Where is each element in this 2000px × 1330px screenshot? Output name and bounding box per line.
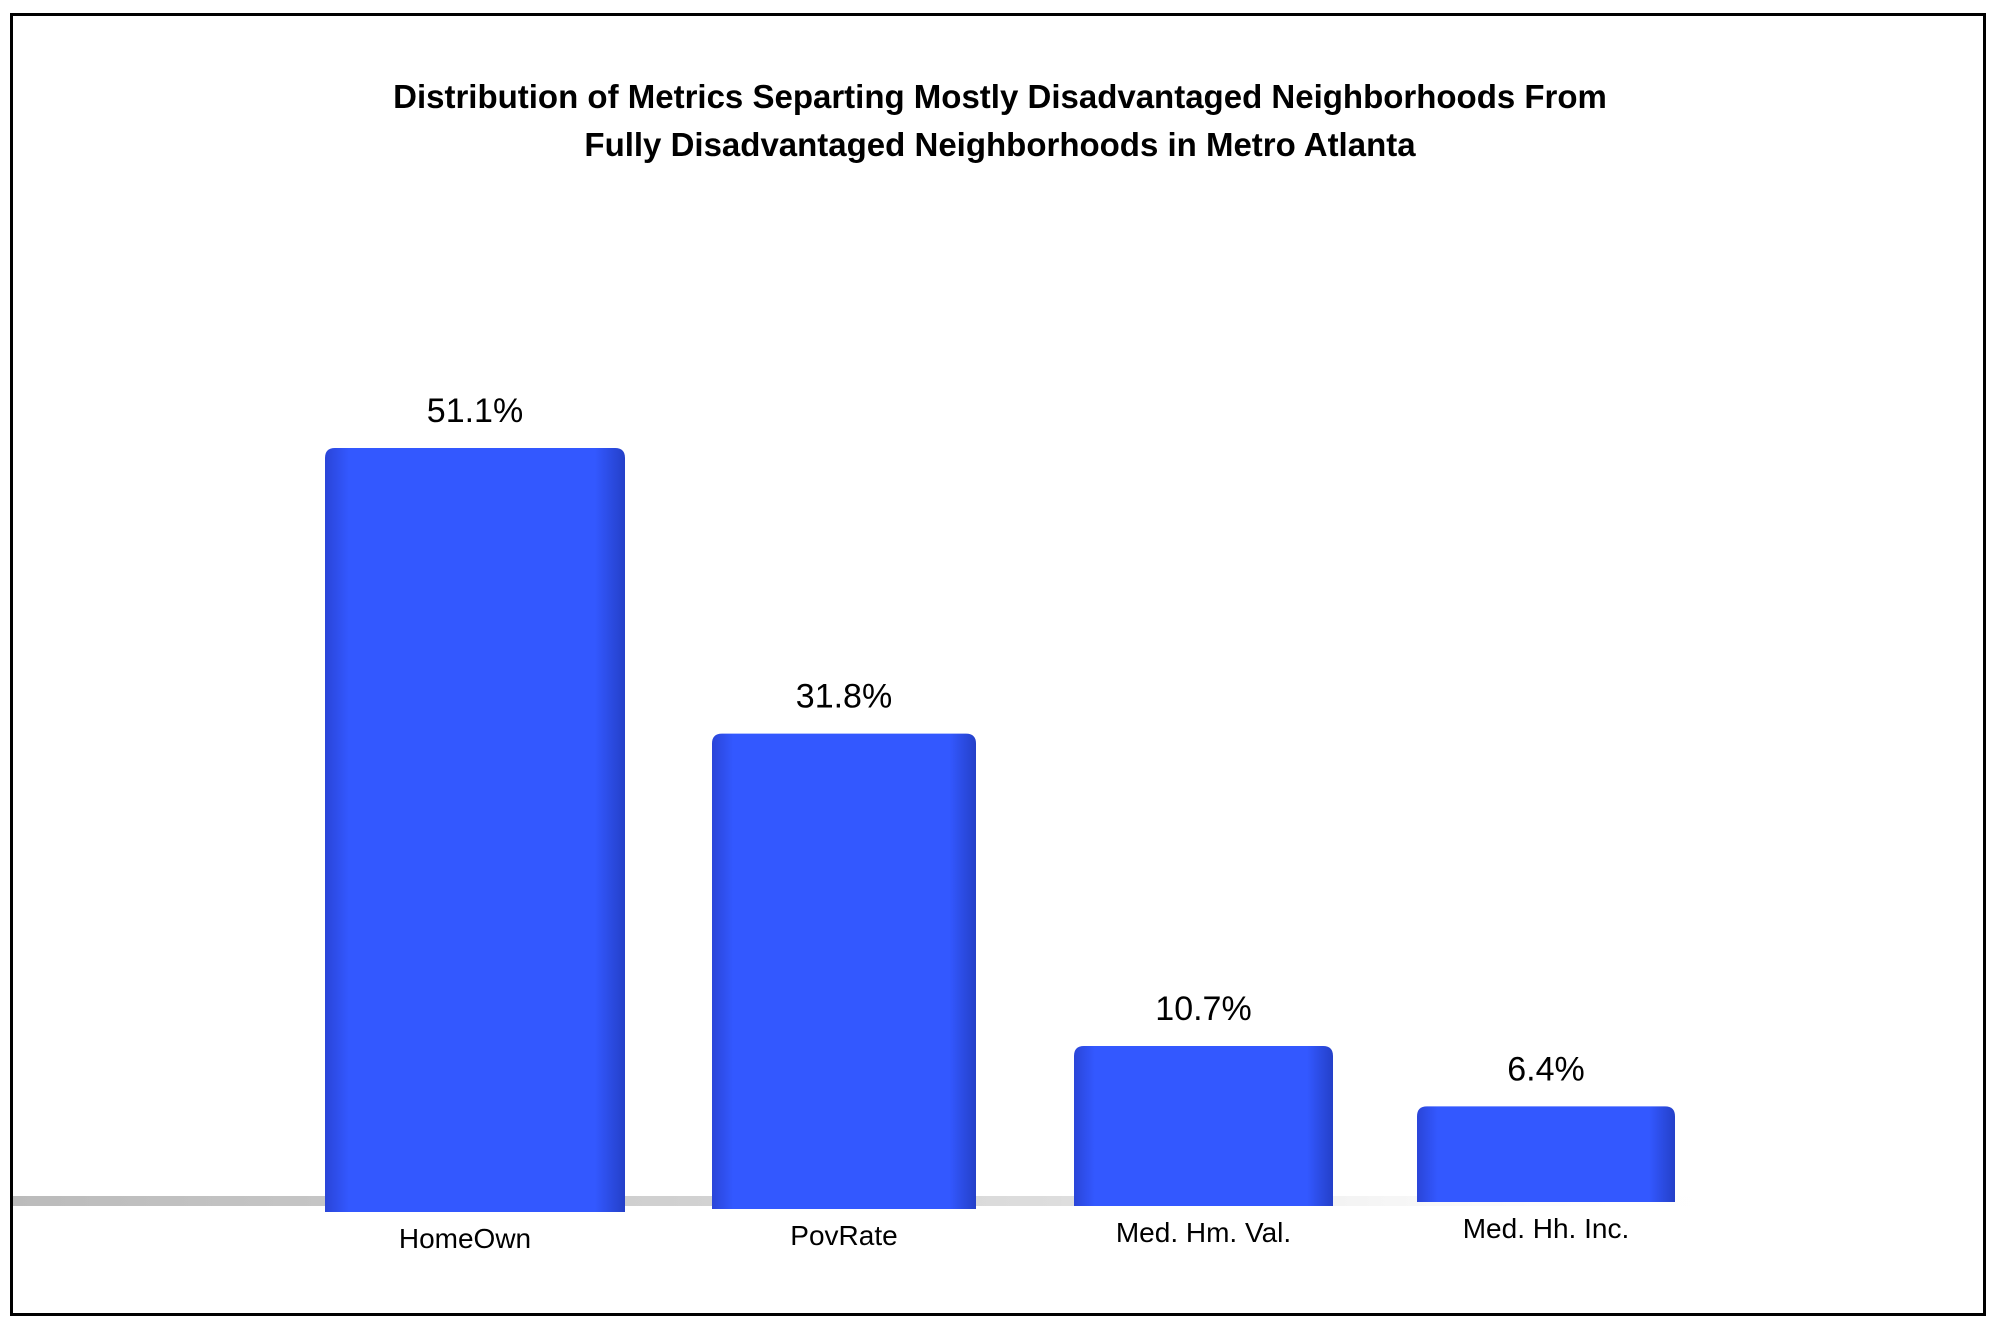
category-label-2: Med. Hm. Val. (1116, 1217, 1291, 1248)
category-label-1: PovRate (790, 1220, 897, 1251)
bar-2 (1074, 1046, 1333, 1206)
data-label-1: 31.8% (796, 678, 892, 716)
data-label-3: 6.4% (1507, 1050, 1585, 1088)
category-label-3: Med. Hh. Inc. (1463, 1213, 1630, 1244)
bar-0 (325, 448, 625, 1212)
chart-title-line-1: Distribution of Metrics Separting Mostly… (393, 78, 1607, 115)
data-label-0: 51.1% (427, 392, 523, 430)
data-label-2: 10.7% (1155, 990, 1251, 1028)
bar-1 (712, 733, 976, 1209)
chart-title-line-2: Fully Disadvantaged Neighborhoods in Met… (584, 126, 1416, 163)
bar-3 (1417, 1106, 1675, 1202)
chart-frame (10, 13, 1986, 1316)
category-label-0: HomeOwn (399, 1223, 531, 1254)
